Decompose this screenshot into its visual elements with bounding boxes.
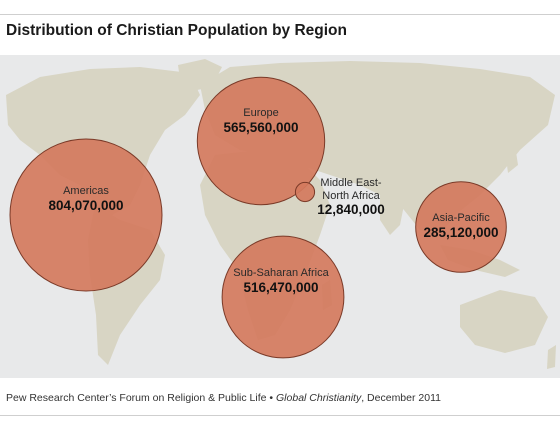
europe-bubble [196, 76, 326, 206]
americas-label: Americas 804,070,000 [10, 185, 162, 213]
sub-saharan-africa-name: Sub-Saharan Africa [233, 267, 329, 279]
americas-value: 804,070,000 [48, 197, 124, 213]
middle-east-north-africa-name-line2: North Africa [322, 189, 380, 202]
asia-pacific-name: Asia-Pacific [432, 212, 490, 224]
map-svg [6, 59, 556, 369]
australia-landmass [460, 290, 548, 353]
europe-label: Europe 565,560,000 [198, 107, 324, 135]
bottom-rule [0, 415, 560, 416]
sub-saharan-africa-value: 516,470,000 [243, 279, 319, 295]
asia-pacific-label: Asia-Pacific 285,120,000 [418, 212, 504, 240]
new-zealand-landmass [547, 345, 556, 369]
footer-publication: Global Christianity [276, 392, 362, 404]
footer-date: , December 2011 [361, 392, 441, 404]
india-landmass [380, 195, 405, 235]
asia-pacific-value: 285,120,000 [423, 224, 499, 240]
sub-saharan-africa-bubble [221, 235, 345, 359]
americas-name: Americas [63, 185, 109, 197]
top-rule [0, 14, 560, 15]
europe-name: Europe [243, 107, 279, 119]
middle-east-north-africa-name-line1: Middle East- [320, 177, 382, 189]
asia-pacific-bubble [415, 181, 507, 273]
footer-source: Pew Research Center’s Forum on Religion … [6, 392, 274, 404]
region-bubbles [9, 76, 507, 359]
europe-value: 565,560,000 [223, 119, 299, 135]
middle-east-north-africa-label: Middle East- North Africa 12,840,000 [310, 177, 392, 218]
chart-title: Distribution of Christian Population by … [6, 22, 347, 39]
middle-east-north-africa-bubble [294, 181, 316, 203]
middle-east-north-africa-value: 12,840,000 [317, 202, 385, 218]
sub-saharan-africa-label: Sub-Saharan Africa 516,470,000 [210, 267, 352, 295]
americas-bubble [9, 138, 163, 292]
source-footer: Pew Research Center’s Forum on Religion … [6, 392, 441, 404]
world-map: Americas 804,070,000 Europe 565,560,000 … [0, 55, 560, 378]
japan-landmass [505, 145, 518, 173]
